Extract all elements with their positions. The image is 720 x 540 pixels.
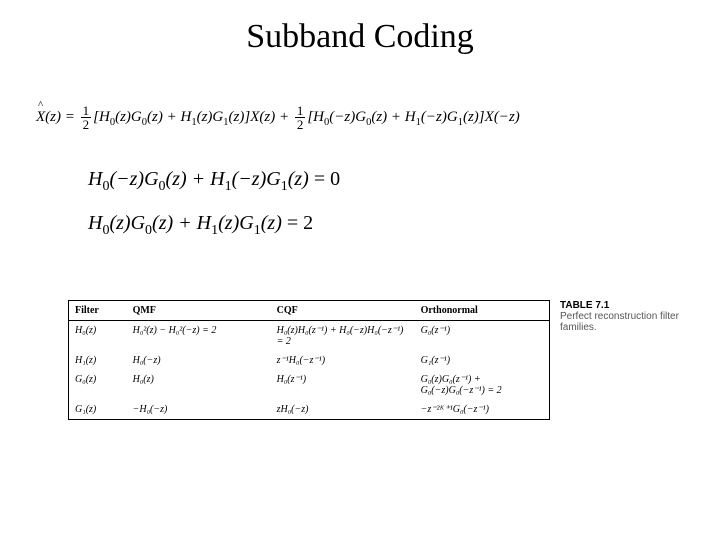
- fraction-half-2: 1 2: [295, 104, 306, 131]
- xhat-symbol: X: [36, 109, 45, 126]
- frac-num-2: 1: [295, 104, 306, 118]
- cell-orth: G₀(z)G₀(z⁻¹) + G₀(−z)G₀(−z⁻¹) = 2: [415, 370, 549, 400]
- cell-filter: H₁(z): [69, 351, 127, 370]
- cell-orth: G₀(z⁻¹): [415, 321, 549, 352]
- cell-cqf: z⁻¹H₀(−z⁻¹): [271, 351, 415, 370]
- cell-orth: −z⁻²ᴷ⁺¹G₀(−z⁻¹): [415, 400, 549, 419]
- th-cqf: CQF: [271, 301, 415, 321]
- th-orth: Orthonormal: [415, 301, 549, 321]
- table-row: G₀(z) H₀(z) H₀(z⁻¹) G₀(z)G₀(z⁻¹) + G₀(−z…: [69, 370, 549, 400]
- th-qmf: QMF: [127, 301, 271, 321]
- cell-orth: G₁(z⁻¹): [415, 351, 549, 370]
- eq-main-term1: [H0(z)G0(z) + H1(z)G1(z)]X(z) +: [93, 109, 293, 125]
- table-row: H₁(z) H₀(−z) z⁻¹H₀(−z⁻¹) G₁(z⁻¹): [69, 351, 549, 370]
- equation-condition-1: H0(−z)G0(z) + H1(−z)G1(z) = 0: [88, 168, 340, 195]
- equation-main: X(z) = 1 2 [H0(z)G0(z) + H1(z)G1(z)]X(z)…: [36, 104, 690, 131]
- slide-root: Subband Coding X(z) = 1 2 [H0(z)G0(z) + …: [0, 0, 720, 540]
- cell-filter: H₀(z): [69, 321, 127, 352]
- cell-qmf: −H₀(−z): [127, 400, 271, 419]
- cell-cqf: H₀(z⁻¹): [271, 370, 415, 400]
- cell-qmf: H₀(z): [127, 370, 271, 400]
- frac-den: 2: [81, 118, 92, 131]
- cell-cqf: H₀(z)H₀(z⁻¹) + H₀(−z)H₀(−z⁻¹) = 2: [271, 321, 415, 352]
- table-row: H₀(z) H₀²(z) − H₀²(−z) = 2 H₀(z)H₀(z⁻¹) …: [69, 321, 549, 352]
- caption-text: Perfect reconstruction filter families.: [560, 311, 690, 333]
- filter-table: Filter QMF CQF Orthonormal H₀(z) H₀²(z) …: [68, 300, 550, 420]
- cell-filter: G₁(z): [69, 400, 127, 419]
- cell-qmf: H₀²(z) − H₀²(−z) = 2: [127, 321, 271, 352]
- table-header-row: Filter QMF CQF Orthonormal: [69, 301, 549, 321]
- eq-main-term2: [H0(−z)G0(z) + H1(−z)G1(z)]X(−z): [307, 109, 519, 125]
- table-row: G₁(z) −H₀(−z) zH₀(−z) −z⁻²ᴷ⁺¹G₀(−z⁻¹): [69, 400, 549, 419]
- table-caption: TABLE 7.1 Perfect reconstruction filter …: [560, 300, 690, 333]
- th-filter: Filter: [69, 301, 127, 321]
- equation-condition-2: H0(z)G0(z) + H1(z)G1(z) = 2: [88, 212, 313, 239]
- cell-qmf: H₀(−z): [127, 351, 271, 370]
- frac-num: 1: [81, 104, 92, 118]
- caption-title: TABLE 7.1: [560, 300, 690, 311]
- frac-den-2: 2: [295, 118, 306, 131]
- page-title: Subband Coding: [0, 18, 720, 56]
- fraction-half-1: 1 2: [81, 104, 92, 131]
- cell-cqf: zH₀(−z): [271, 400, 415, 419]
- cell-filter: G₀(z): [69, 370, 127, 400]
